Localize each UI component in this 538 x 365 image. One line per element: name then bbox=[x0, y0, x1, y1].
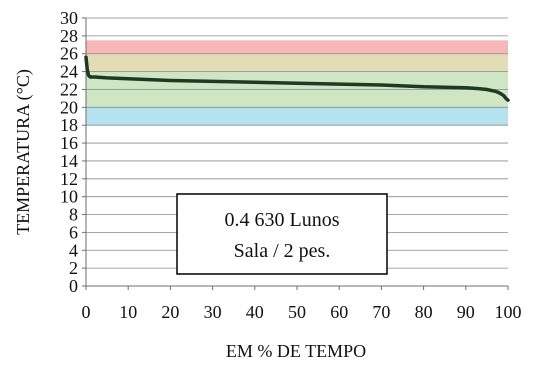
x-tick-label: 20 bbox=[161, 302, 179, 322]
y-tick-label: 30 bbox=[60, 8, 78, 28]
series-line bbox=[84, 55, 510, 102]
band-0 bbox=[86, 107, 508, 126]
annotation-frame bbox=[176, 193, 388, 275]
x-tick-label: 60 bbox=[330, 302, 348, 322]
band-3 bbox=[86, 40, 508, 54]
x-axis-label: EM % DE TEMPO bbox=[226, 341, 366, 361]
y-tick-label: 14 bbox=[60, 151, 78, 171]
y-tick-label: 16 bbox=[60, 133, 78, 153]
y-tick-label: 28 bbox=[60, 26, 78, 46]
y-tick-label: 20 bbox=[60, 97, 78, 117]
x-tick-label: 0 bbox=[82, 302, 91, 322]
y-tick-label: 0 bbox=[69, 276, 78, 296]
y-tick-label: 12 bbox=[60, 169, 78, 189]
x-tick-label: 30 bbox=[204, 302, 222, 322]
annotation-box: 0.4 630 Lunos Sala / 2 pes. bbox=[176, 193, 388, 275]
annotation-line-1: 0.4 630 Lunos bbox=[225, 209, 340, 231]
x-tick-label: 100 bbox=[495, 302, 522, 322]
x-axis-ticks: 0 10 20 30 40 50 60 70 80 90 100 bbox=[82, 286, 522, 322]
x-tick-label: 70 bbox=[372, 302, 390, 322]
y-tick-label: 8 bbox=[69, 205, 78, 225]
annotation-line-2: Sala / 2 pes. bbox=[234, 240, 331, 262]
x-tick-label: 90 bbox=[457, 302, 475, 322]
y-tick-label: 4 bbox=[69, 240, 78, 260]
y-tick-label: 10 bbox=[60, 187, 78, 207]
x-tick-label: 50 bbox=[288, 302, 306, 322]
y-tick-label: 6 bbox=[69, 222, 78, 242]
x-tick-label: 40 bbox=[246, 302, 264, 322]
y-tick-label: 26 bbox=[60, 44, 78, 64]
x-tick-label: 80 bbox=[415, 302, 433, 322]
y-tick-label: 2 bbox=[69, 258, 78, 278]
band-2 bbox=[86, 53, 508, 72]
x-tick-label: 10 bbox=[119, 302, 137, 322]
y-tick-label: 22 bbox=[60, 79, 78, 99]
y-axis-label: TEMPERATURA (°C) bbox=[13, 69, 34, 235]
y-tick-label: 18 bbox=[60, 115, 78, 135]
y-tick-label: 24 bbox=[60, 62, 78, 82]
